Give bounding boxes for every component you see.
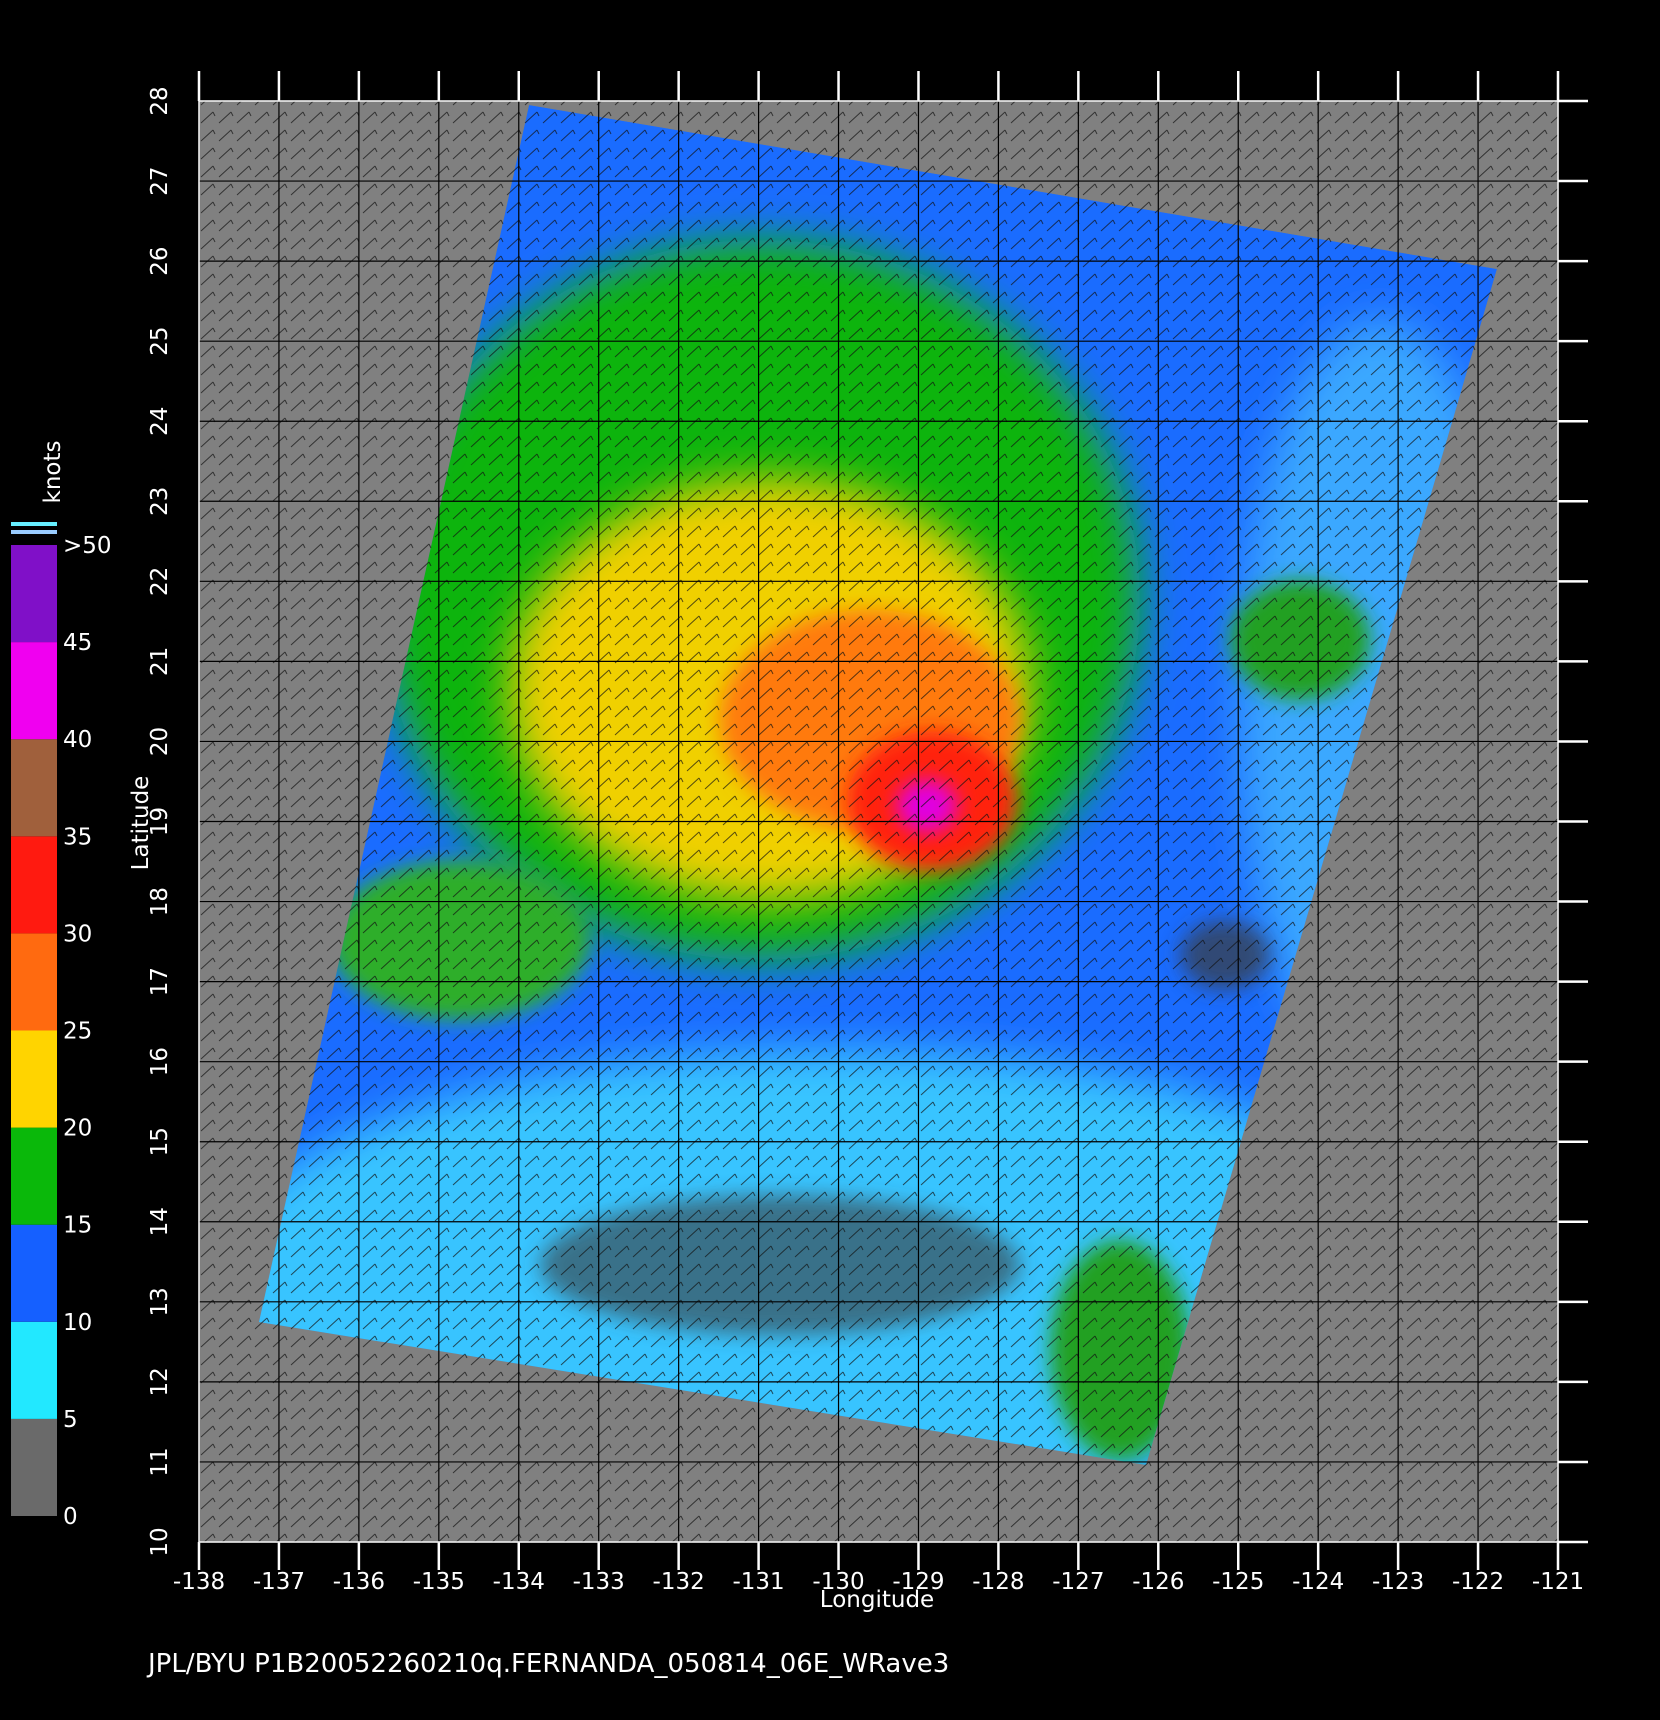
- x-tick-label: -124: [1292, 1569, 1344, 1595]
- y-tick-label: 24: [147, 407, 173, 436]
- y-tick-label: 22: [147, 567, 173, 596]
- x-tick-label: -136: [333, 1569, 385, 1595]
- x-tick-label: -123: [1372, 1569, 1424, 1595]
- y-tick-label: 17: [147, 967, 173, 996]
- plot-frame: [198, 100, 1559, 1543]
- x-tick-label: -134: [493, 1569, 545, 1595]
- y-axis-label: Latitude: [128, 776, 154, 871]
- y-tick-label: 20: [147, 727, 173, 756]
- colorbar-tick-label: 20: [63, 1116, 92, 1142]
- colorbar-tick-label: 45: [63, 630, 92, 656]
- y-tick-label: 18: [147, 887, 173, 916]
- y-tick-label: 16: [147, 1047, 173, 1076]
- y-tick-label: 27: [147, 166, 173, 195]
- x-tick-label: -135: [413, 1569, 465, 1595]
- colorbar-tick-label: 5: [63, 1407, 78, 1433]
- colorbar-band: [11, 836, 57, 934]
- title: JPL/BYU P1B20052260210q.FERNANDA_050814_…: [146, 1649, 949, 1679]
- y-tick-label: 11: [147, 1447, 173, 1476]
- x-tick-label: -127: [1052, 1569, 1104, 1595]
- colorbar-label: knots: [40, 441, 66, 504]
- x-tick-label: -129: [892, 1569, 944, 1595]
- colorbar-tick-label: 0: [63, 1504, 78, 1530]
- y-tick-label: 10: [147, 1527, 173, 1556]
- colorbar-band: [11, 1030, 57, 1128]
- y-tick-label: 14: [147, 1207, 173, 1236]
- x-axis-label: Longitude: [820, 1587, 934, 1613]
- colorbar-tick-label: 15: [63, 1213, 92, 1239]
- y-tick-label: 26: [147, 246, 173, 275]
- y-tick-label: 15: [147, 1127, 173, 1156]
- x-tick-label: -128: [972, 1569, 1024, 1595]
- x-tick-label: -121: [1532, 1569, 1584, 1595]
- colorbar-band: [11, 933, 57, 1031]
- colorbar-tick-label: 30: [63, 921, 92, 947]
- colorbar-tick-label: 25: [63, 1019, 92, 1045]
- x-tick-label: -122: [1452, 1569, 1504, 1595]
- x-tick-label: -132: [653, 1569, 705, 1595]
- colorbar-band: [11, 1224, 57, 1322]
- y-tick-label: 28: [147, 86, 173, 115]
- colorbar-band: [11, 739, 57, 837]
- x-tick-label: -125: [1212, 1569, 1264, 1595]
- y-tick-label: 19: [147, 807, 173, 836]
- colorbar-tick-label: >50: [63, 533, 112, 559]
- x-tick-label: -131: [732, 1569, 784, 1595]
- x-tick-label: -133: [573, 1569, 625, 1595]
- y-tick-label: 12: [147, 1367, 173, 1396]
- colorbar-band: [11, 1127, 57, 1225]
- colorbar-cap: [11, 530, 57, 534]
- colorbar-band: [11, 1418, 57, 1516]
- colorbar-tick-label: 10: [63, 1310, 92, 1336]
- colorbar-band: [11, 642, 57, 740]
- colorbar-band: [11, 545, 57, 643]
- x-tick-label: -137: [253, 1569, 305, 1595]
- y-tick-label: 13: [147, 1287, 173, 1316]
- colorbar-tick-label: 40: [63, 727, 92, 753]
- x-tick-label: -130: [812, 1569, 864, 1595]
- x-tick-label: -138: [173, 1569, 225, 1595]
- y-tick-label: 21: [147, 647, 173, 676]
- axes: -138 -137 -136 -135 -134 -133 -132 -131 -130 -129…: [11, 71, 1588, 1595]
- x-tick-label: -126: [1132, 1569, 1184, 1595]
- colorbar-band: [11, 1321, 57, 1419]
- colorbar-tick-label: 35: [63, 824, 92, 850]
- y-tick-label: 25: [147, 327, 173, 356]
- y-tick-label: 23: [147, 487, 173, 516]
- colorbar-cap: [11, 522, 57, 526]
